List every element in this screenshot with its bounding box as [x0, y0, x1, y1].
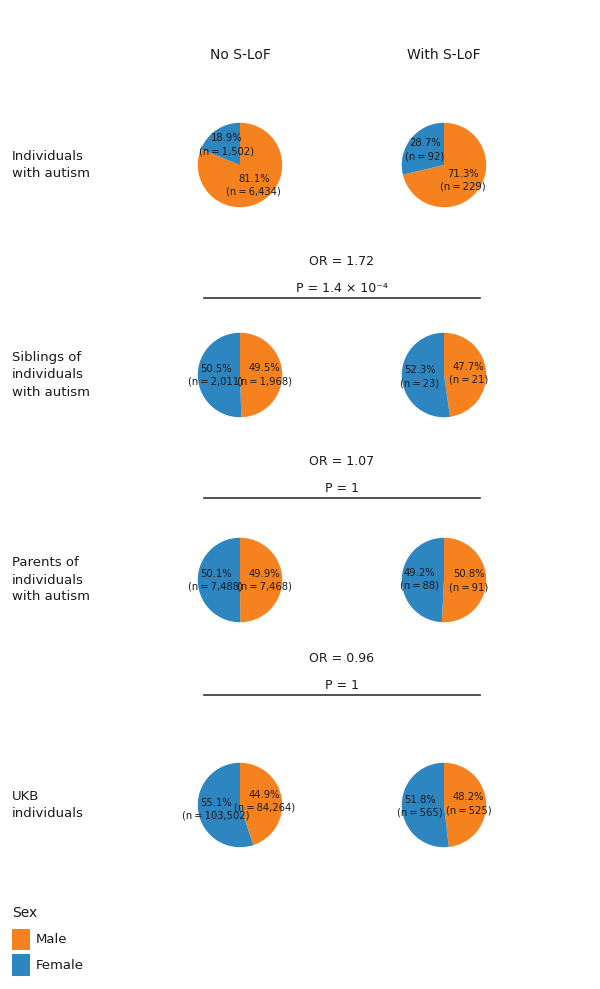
Text: 47.7%
(n = 21): 47.7% (n = 21) [449, 362, 488, 385]
Wedge shape [201, 123, 240, 165]
Text: 50.5%
(n = 2,011): 50.5% (n = 2,011) [188, 364, 243, 387]
Text: 48.2%
(n = 525): 48.2% (n = 525) [446, 792, 491, 815]
Wedge shape [402, 332, 450, 417]
Wedge shape [240, 538, 282, 622]
Text: Female: Female [36, 958, 84, 972]
Text: 71.3%
(n = 229): 71.3% (n = 229) [440, 169, 486, 192]
Text: 81.1%
(n = 6,434): 81.1% (n = 6,434) [226, 174, 281, 197]
Wedge shape [198, 538, 240, 622]
Text: OR = 1.72: OR = 1.72 [310, 255, 374, 268]
Wedge shape [240, 763, 282, 845]
Wedge shape [403, 123, 486, 208]
Wedge shape [442, 538, 486, 622]
Text: 52.3%
(n = 23): 52.3% (n = 23) [400, 365, 439, 388]
Text: 50.1%
(n = 7,488): 50.1% (n = 7,488) [188, 569, 243, 591]
Text: With S-LoF: With S-LoF [407, 48, 481, 62]
Text: 49.2%
(n = 88): 49.2% (n = 88) [400, 568, 439, 590]
Text: OR = 1.07: OR = 1.07 [310, 455, 374, 468]
Text: 49.5%
(n = 1,968): 49.5% (n = 1,968) [237, 363, 292, 386]
Text: Parents of
individuals
with autism: Parents of individuals with autism [12, 557, 90, 603]
Text: 28.7%
(n = 92): 28.7% (n = 92) [405, 138, 445, 161]
Wedge shape [402, 538, 444, 622]
Wedge shape [198, 123, 282, 208]
Text: 44.9%
(n = 84,264): 44.9% (n = 84,264) [233, 789, 295, 813]
Wedge shape [198, 763, 253, 848]
Wedge shape [402, 763, 449, 848]
Wedge shape [402, 123, 444, 175]
Text: UKB
individuals: UKB individuals [12, 790, 84, 820]
Text: No S-LoF: No S-LoF [209, 48, 271, 62]
Text: 50.8%
(n = 91): 50.8% (n = 91) [449, 570, 488, 592]
Text: 51.8%
(n = 565): 51.8% (n = 565) [397, 795, 442, 818]
Text: Sex: Sex [12, 906, 37, 920]
Text: Male: Male [36, 933, 67, 946]
Text: 55.1%
(n = 103,502): 55.1% (n = 103,502) [182, 797, 250, 820]
Text: P = 1: P = 1 [325, 482, 359, 494]
Text: OR = 0.96: OR = 0.96 [310, 652, 374, 666]
Text: 49.9%
(n = 7,468): 49.9% (n = 7,468) [237, 569, 292, 591]
Text: P = 1.4 × 10⁻⁴: P = 1.4 × 10⁻⁴ [296, 282, 388, 295]
Wedge shape [444, 332, 486, 416]
Wedge shape [198, 332, 241, 417]
Wedge shape [444, 763, 486, 847]
Wedge shape [240, 332, 282, 417]
Text: Siblings of
individuals
with autism: Siblings of individuals with autism [12, 351, 90, 399]
Text: Individuals
with autism: Individuals with autism [12, 150, 90, 180]
Text: 18.9%
(n = 1,502): 18.9% (n = 1,502) [199, 134, 254, 156]
Text: P = 1: P = 1 [325, 679, 359, 692]
